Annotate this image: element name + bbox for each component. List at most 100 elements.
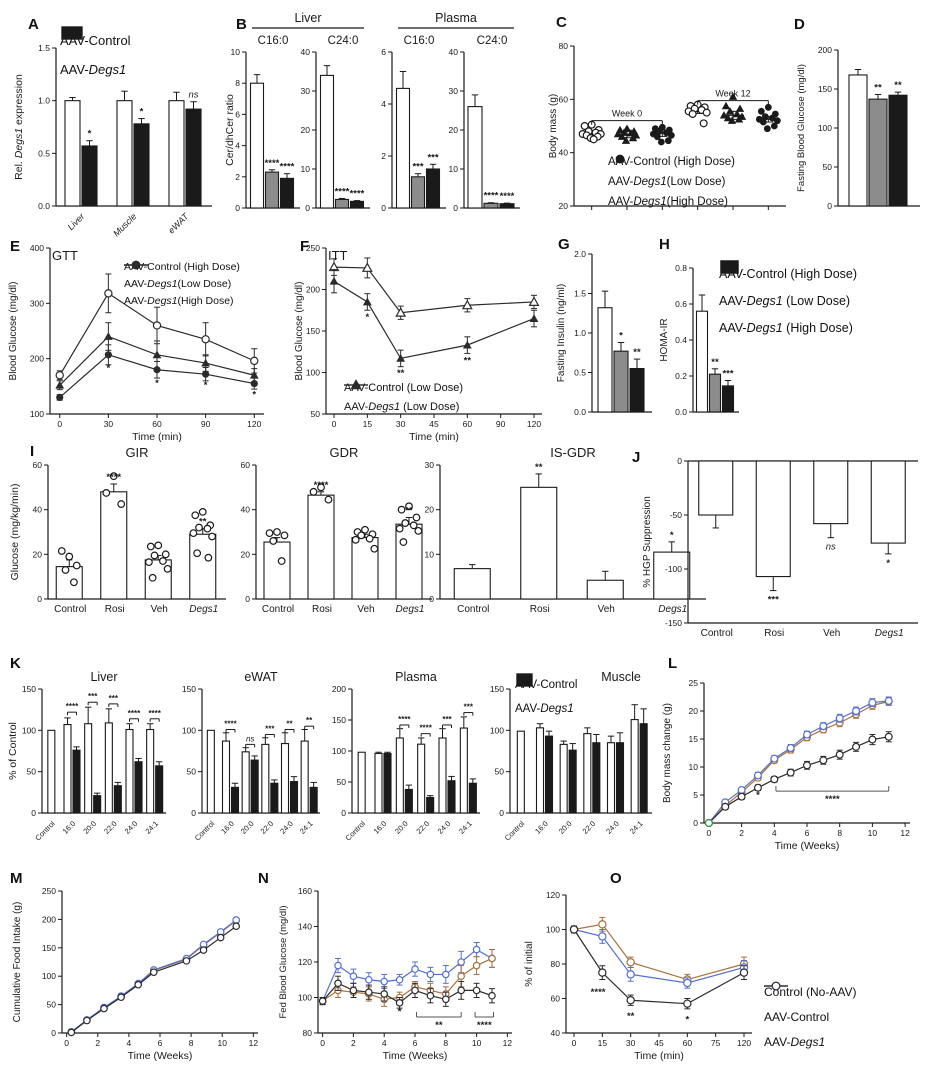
legend-swatch-icon bbox=[720, 260, 739, 274]
panel-letter-C: C bbox=[556, 14, 567, 31]
bar bbox=[47, 729, 56, 814]
y-tick-label: 0 bbox=[453, 203, 458, 213]
x-tick-label: 90 bbox=[496, 419, 506, 429]
y-axis-label: % HGP Suppression bbox=[642, 496, 653, 588]
chart-title: C24:0 bbox=[477, 35, 508, 47]
panel-C: C 20 40 60 80 Body mass (g) Week 0 Week 12 AAV-C… bbox=[548, 6, 794, 232]
chart-title: C16:0 bbox=[404, 35, 435, 47]
bar bbox=[453, 568, 491, 600]
bar bbox=[81, 145, 98, 207]
y-tick-label: 1.0 bbox=[574, 328, 586, 338]
y-tick-label: 20 bbox=[689, 706, 699, 716]
x-category-label: 22:0 bbox=[581, 819, 598, 836]
y-tick-label: 40 bbox=[301, 47, 311, 57]
significance-label: ** bbox=[627, 1011, 635, 1022]
group-bracket-label: Week 12 bbox=[715, 89, 750, 99]
y-tick-label: 6 bbox=[381, 47, 386, 57]
y-tick-label: 0.5 bbox=[38, 148, 50, 158]
y-tick-label: 40 bbox=[559, 148, 569, 158]
x-category-label: 24:1 bbox=[298, 819, 315, 836]
bar bbox=[307, 494, 335, 600]
y-tick-label: 80 bbox=[559, 41, 569, 51]
x-category-label: Control bbox=[54, 604, 86, 615]
bar bbox=[383, 752, 392, 814]
x-category-label: Rosi bbox=[530, 604, 550, 615]
chart-title: C16:0 bbox=[258, 35, 289, 47]
y-tick-label: 160 bbox=[298, 886, 312, 896]
bar bbox=[185, 108, 202, 207]
significance-label: ** bbox=[633, 347, 641, 358]
bar bbox=[630, 719, 639, 814]
significance-label: *** bbox=[427, 152, 438, 163]
y-tick-label: 50 bbox=[823, 162, 833, 172]
bar bbox=[334, 198, 350, 209]
y-tick-label: 0 bbox=[235, 203, 240, 213]
significance-label: ns bbox=[188, 90, 198, 101]
significance-label: *** bbox=[88, 692, 98, 701]
x-tick-label: 30 bbox=[396, 419, 406, 429]
significance-label: ** bbox=[435, 1020, 443, 1031]
significance-label: ns bbox=[246, 734, 254, 743]
y-tick-label: 0 bbox=[191, 808, 196, 818]
significance-label: * bbox=[107, 363, 111, 374]
legend-item: AAV-Degs1 bbox=[764, 981, 856, 1054]
x-tick-label: 4 bbox=[772, 828, 777, 838]
y-axis-label: Body mass (g) bbox=[548, 94, 559, 158]
y-tick-label: 20 bbox=[559, 201, 569, 211]
x-category-label: 24:0 bbox=[278, 819, 295, 836]
x-tick-label: 60 bbox=[463, 419, 473, 429]
x-tick-label: 12 bbox=[900, 828, 910, 838]
bar bbox=[613, 350, 629, 413]
y-tick-label: 40 bbox=[551, 1028, 561, 1038]
series-line bbox=[322, 957, 493, 1002]
legend: AAV-Control AAV-Degs1 bbox=[60, 26, 131, 84]
y-tick-label: 120 bbox=[546, 890, 560, 900]
significance-label: ** bbox=[874, 82, 882, 93]
bar bbox=[63, 723, 72, 814]
bar bbox=[189, 533, 217, 600]
chart-title: IS-GDR bbox=[550, 445, 596, 460]
legend: AAV-Control (Low Dose) AAV-Degs1 (Low Dos… bbox=[344, 378, 463, 416]
panel-D-chart: 0 50 100 150 200 Fasting Blood Glucose (mg/dl… bbox=[796, 45, 920, 211]
significance-label: * bbox=[140, 107, 144, 118]
y-tick-label: 0 bbox=[381, 203, 386, 213]
x-category-label: 22:0 bbox=[414, 819, 431, 836]
y-tick-label: -100 bbox=[665, 564, 682, 574]
significance-label: ** bbox=[397, 368, 405, 379]
bar bbox=[395, 87, 411, 209]
y-tick-label: 50 bbox=[27, 767, 37, 777]
significance-label: **** bbox=[314, 480, 329, 491]
panel-letter-M: M bbox=[10, 870, 23, 887]
x-tick-label: 8 bbox=[837, 828, 842, 838]
x-tick-label: 6 bbox=[158, 1038, 163, 1048]
legend-label: AAV-Control bbox=[764, 1009, 830, 1024]
y-tick-label: 150 bbox=[22, 684, 36, 694]
y-tick-label: 0 bbox=[305, 203, 310, 213]
bar bbox=[395, 737, 404, 814]
panel-letter-E: E bbox=[10, 238, 21, 255]
bar bbox=[516, 730, 525, 814]
bar bbox=[459, 727, 468, 814]
x-category-label: 22:0 bbox=[259, 819, 276, 836]
y-tick-label: 5 bbox=[693, 790, 698, 800]
y-tick-label: 150 bbox=[332, 715, 346, 725]
legend: AAV-Control (High Dose) AAV-Degs1 (Low Do… bbox=[719, 260, 857, 341]
bar bbox=[280, 743, 290, 814]
series-line bbox=[70, 919, 237, 1033]
significance-label: * bbox=[88, 129, 92, 140]
panel-I: I Glucose (mg/kg/min) 0 20 40 60 Control **** Ro… bbox=[6, 437, 720, 655]
legend-swatch-icon bbox=[516, 673, 533, 687]
x-tick-label: 6 bbox=[805, 828, 810, 838]
y-axis-label: Fasting Blood Glucose (mg/dl) bbox=[796, 64, 807, 192]
x-tick-label: 12 bbox=[503, 1038, 513, 1048]
bar bbox=[568, 749, 577, 814]
y-tick-label: 60 bbox=[241, 460, 251, 470]
panel-letter-I: I bbox=[30, 443, 35, 460]
x-tick-label: 0 bbox=[57, 419, 62, 429]
y-tick-label: 0.0 bbox=[574, 407, 586, 417]
bar bbox=[695, 310, 709, 413]
bar bbox=[708, 373, 722, 413]
bar bbox=[113, 785, 122, 814]
